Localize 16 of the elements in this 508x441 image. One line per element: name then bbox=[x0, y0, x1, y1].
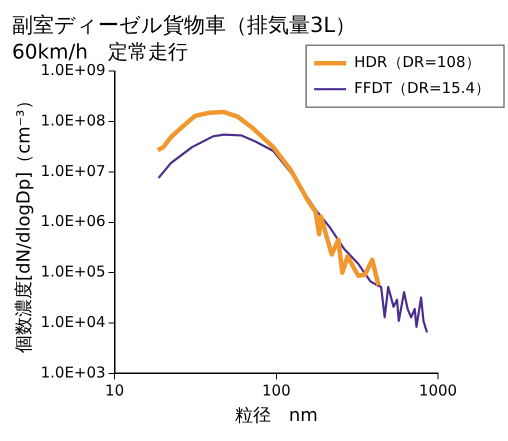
chart-title: 副室ディーゼル貨物車（排気量3L） bbox=[12, 13, 356, 38]
x-tick-label: 10 bbox=[105, 381, 124, 400]
x-tick-label: 1000 bbox=[418, 381, 458, 400]
legend-label: HDR（DR=108） bbox=[354, 53, 481, 72]
legend-label: FFDT（DR=15.4） bbox=[354, 79, 490, 98]
x-axis-title: 粒径 nm bbox=[234, 404, 318, 426]
y-tick-label: 1.0E+07 bbox=[40, 162, 106, 180]
y-tick-label: 1.0E+05 bbox=[40, 262, 106, 281]
y-axis-title: 個数濃度[dN/dlogDp]（cm⁻³） bbox=[13, 92, 34, 353]
y-tick-label: 1.0E+08 bbox=[40, 111, 106, 130]
x-tick-label: 100 bbox=[262, 381, 291, 400]
y-tick-label: 1.0E+04 bbox=[40, 312, 106, 331]
y-tick-label: 1.0E+09 bbox=[40, 61, 106, 80]
chart-subtitle: 60km/h 定常走行 bbox=[12, 39, 188, 64]
y-tick-label: 1.0E+06 bbox=[40, 212, 106, 230]
y-tick-label: 1.0E+03 bbox=[40, 363, 106, 382]
